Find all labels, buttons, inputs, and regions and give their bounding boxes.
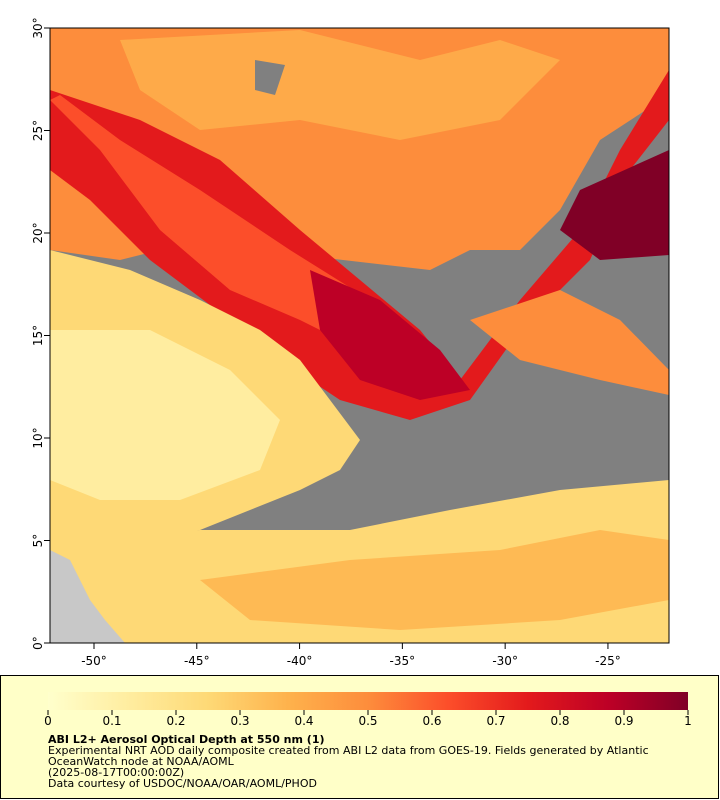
colorbar-tick-label: 0	[44, 714, 52, 728]
caption-title: ABI L2+ Aerosol Optical Depth at 550 nm …	[48, 733, 325, 746]
y-tick-label: 30°	[31, 17, 45, 38]
colorbar-tick-label: 0.5	[358, 714, 377, 728]
colorbar-tick-label: 0.2	[166, 714, 185, 728]
map-image	[50, 28, 669, 643]
x-tick-label: -40°	[287, 654, 313, 668]
colorbar-tick-label: 0.3	[230, 714, 249, 728]
y-tick-label: 10°	[31, 427, 45, 448]
x-tick-label: -45°	[184, 654, 210, 668]
colorbar-tick-label: 0.8	[550, 714, 569, 728]
caption-line: OceanWatch node at NOAA/AOML	[48, 755, 235, 768]
x-tick-label: -50°	[81, 654, 107, 668]
x-tick-label: -30°	[492, 654, 518, 668]
x-tick-label: -25°	[595, 654, 621, 668]
y-tick-label: 20°	[31, 222, 45, 243]
colorbar	[48, 692, 688, 710]
colorbar-tick-label: 0.1	[102, 714, 121, 728]
colorbar-tick-label: 0.6	[422, 714, 441, 728]
colorbar-tick-label: 0.7	[486, 714, 505, 728]
y-tick-label: 25°	[31, 120, 45, 141]
y-tick-label: 5°	[31, 534, 45, 548]
colorbar-tick-label: 0.9	[614, 714, 633, 728]
colorbar-tick-label: 1	[684, 714, 692, 728]
y-tick-label: 15°	[31, 325, 45, 346]
colorbar-tick-label: 0.4	[294, 714, 313, 728]
caption-line: Experimental NRT AOD daily composite cre…	[48, 744, 649, 757]
x-tick-label: -35°	[390, 654, 416, 668]
y-tick-label: 0°	[31, 636, 45, 650]
caption-line: Data courtesy of USDOC/NOAA/OAR/AOML/PHO…	[48, 777, 317, 790]
caption-line: (2025-08-17T00:00:00Z)	[48, 766, 184, 779]
